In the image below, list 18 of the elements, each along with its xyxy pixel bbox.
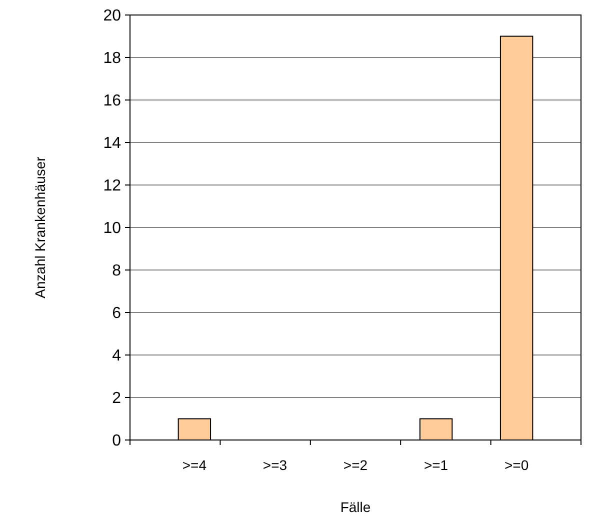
x-axis-title: Fälle [340, 499, 371, 515]
y-axis-title: Anzahl Krankenhäuser [32, 156, 48, 298]
y-tick-label: 6 [112, 305, 122, 322]
y-tick-label: 10 [103, 220, 122, 238]
x-tick-label: >=2 [343, 457, 368, 473]
y-tick-label: 0 [112, 432, 122, 450]
y-tick-label: 4 [112, 348, 122, 365]
y-tick-label: 2 [112, 390, 122, 408]
y-tick-label: 14 [103, 135, 122, 152]
x-tick-label: >=3 [262, 457, 288, 473]
y-tick-label: 8 [112, 262, 122, 280]
y-tick-label: 18 [103, 50, 122, 68]
y-tick-label: 16 [103, 92, 122, 110]
x-tick-label: >=4 [182, 457, 207, 473]
y-tick-label: 12 [103, 178, 122, 195]
x-tick-label: >=0 [504, 457, 529, 473]
x-tick-label: >=1 [424, 457, 448, 473]
y-tick-label: 20 [103, 8, 122, 25]
